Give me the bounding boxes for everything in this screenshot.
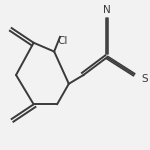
Text: N: N bbox=[103, 5, 111, 15]
Text: Cl: Cl bbox=[58, 36, 68, 46]
Text: S: S bbox=[142, 74, 148, 84]
